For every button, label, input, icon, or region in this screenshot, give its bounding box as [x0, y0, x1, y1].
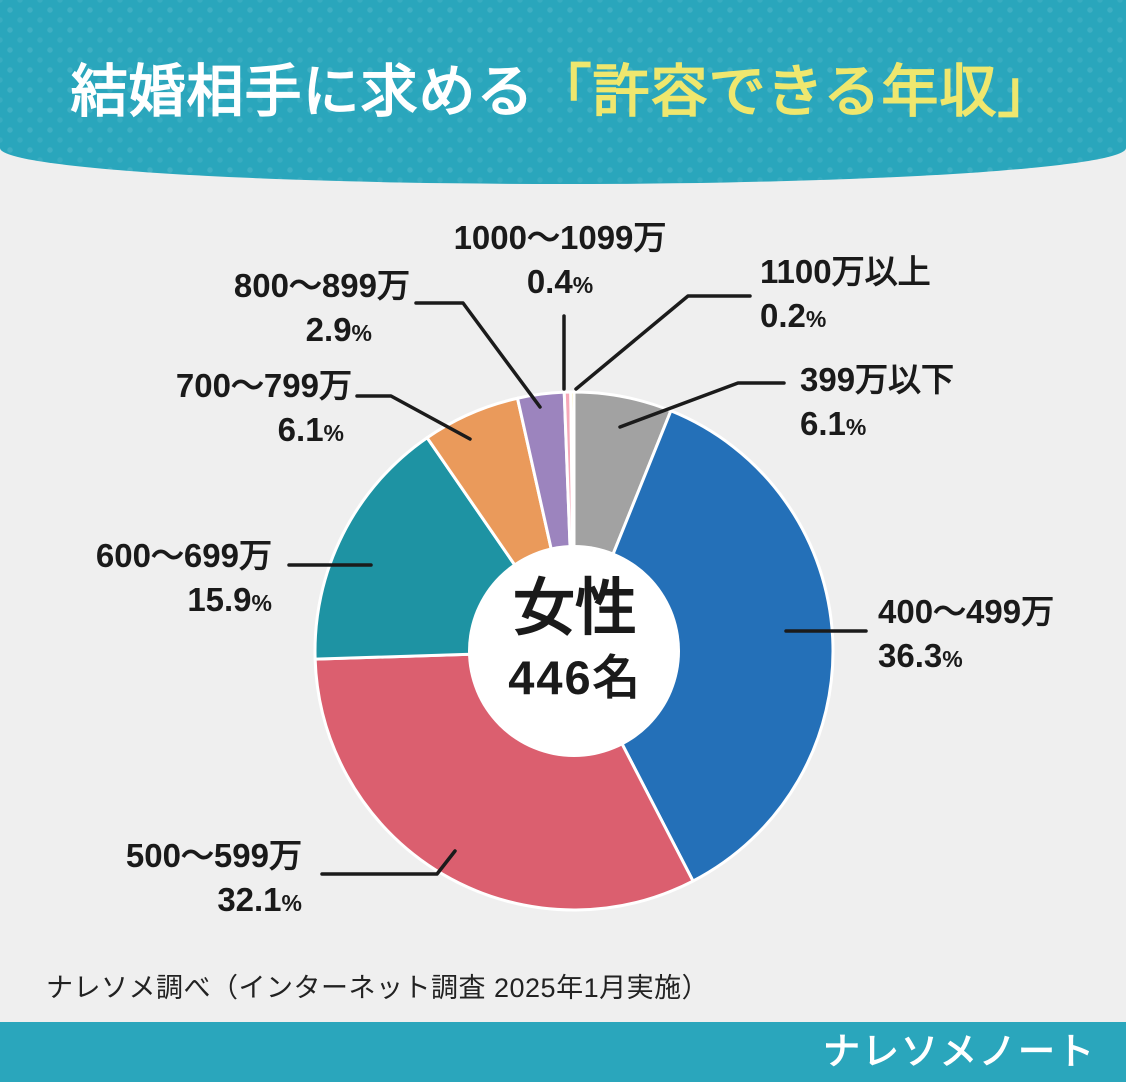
label-1100plus-range: 1100万以上 — [760, 253, 931, 290]
callout-line-700-799 — [355, 394, 472, 441]
label-400-499: 400〜499万 36.3% — [878, 590, 1054, 677]
label-500-599-pct: 32.1% — [217, 880, 302, 918]
label-800-899: 800〜899万 2.9% — [222, 264, 410, 351]
callout-lines — [287, 294, 868, 876]
brand-logo: ナレソメノート — [823, 1031, 1096, 1072]
donut-segment-1 — [572, 409, 835, 883]
label-600-699-pct: 15.9% — [187, 580, 272, 618]
callout-line-800-899 — [414, 301, 542, 409]
label-1100plus-pct: 0.2% — [760, 296, 827, 334]
label-800-899-range: 800〜899万 — [233, 267, 410, 304]
label-400-499-range: 400〜499万 — [878, 593, 1055, 630]
label-399-pct: 6.1% — [800, 404, 867, 442]
callout-line-500-599 — [320, 849, 457, 876]
center-sample-size: 446名 — [508, 651, 642, 704]
header-banner: 結婚相手に求める「許容できる年収」 — [0, 0, 1126, 184]
label-399: 399万以下 6.1% — [800, 358, 954, 445]
donut-hole — [468, 545, 680, 757]
label-600-699-range: 600〜699万 — [95, 537, 272, 574]
label-400-499-pct: 36.3% — [878, 636, 963, 674]
callout-line-1100plus — [574, 294, 752, 391]
callout-line-399 — [618, 381, 786, 429]
donut-center-label: 女性 446名 — [445, 574, 705, 704]
label-700-799-pct: 6.1% — [277, 410, 344, 448]
label-700-799-range: 700〜799万 — [175, 367, 352, 404]
label-700-799: 700〜799万 6.1% — [150, 364, 352, 451]
label-1000-1099: 1000〜1099万 0.4% — [400, 216, 720, 303]
label-1000-1099-range: 1000〜1099万 — [453, 219, 667, 256]
page-title-highlight: 「許容できる年収」 — [534, 60, 1056, 124]
label-1000-1099-pct: 0.4% — [526, 262, 594, 300]
label-500-599: 500〜599万 32.1% — [120, 834, 302, 921]
source-note: ナレソメ調べ（インターネット調査 2025年1月実施） — [46, 973, 710, 1003]
label-600-699: 600〜699万 15.9% — [90, 534, 272, 621]
label-500-599-range: 500〜599万 — [125, 837, 302, 874]
page-title-prefix: 結婚相手に求める — [70, 60, 535, 124]
bottom-brand-bar: ナレソメノート — [0, 1022, 1126, 1082]
label-399-range: 399万以下 — [800, 361, 955, 398]
center-group-label: 女性 — [512, 574, 637, 643]
label-800-899-pct: 2.9% — [305, 310, 372, 348]
page-title: 結婚相手に求める「許容できる年収」 — [0, 0, 1126, 128]
label-1100plus: 1100万以上 0.2% — [760, 250, 931, 337]
